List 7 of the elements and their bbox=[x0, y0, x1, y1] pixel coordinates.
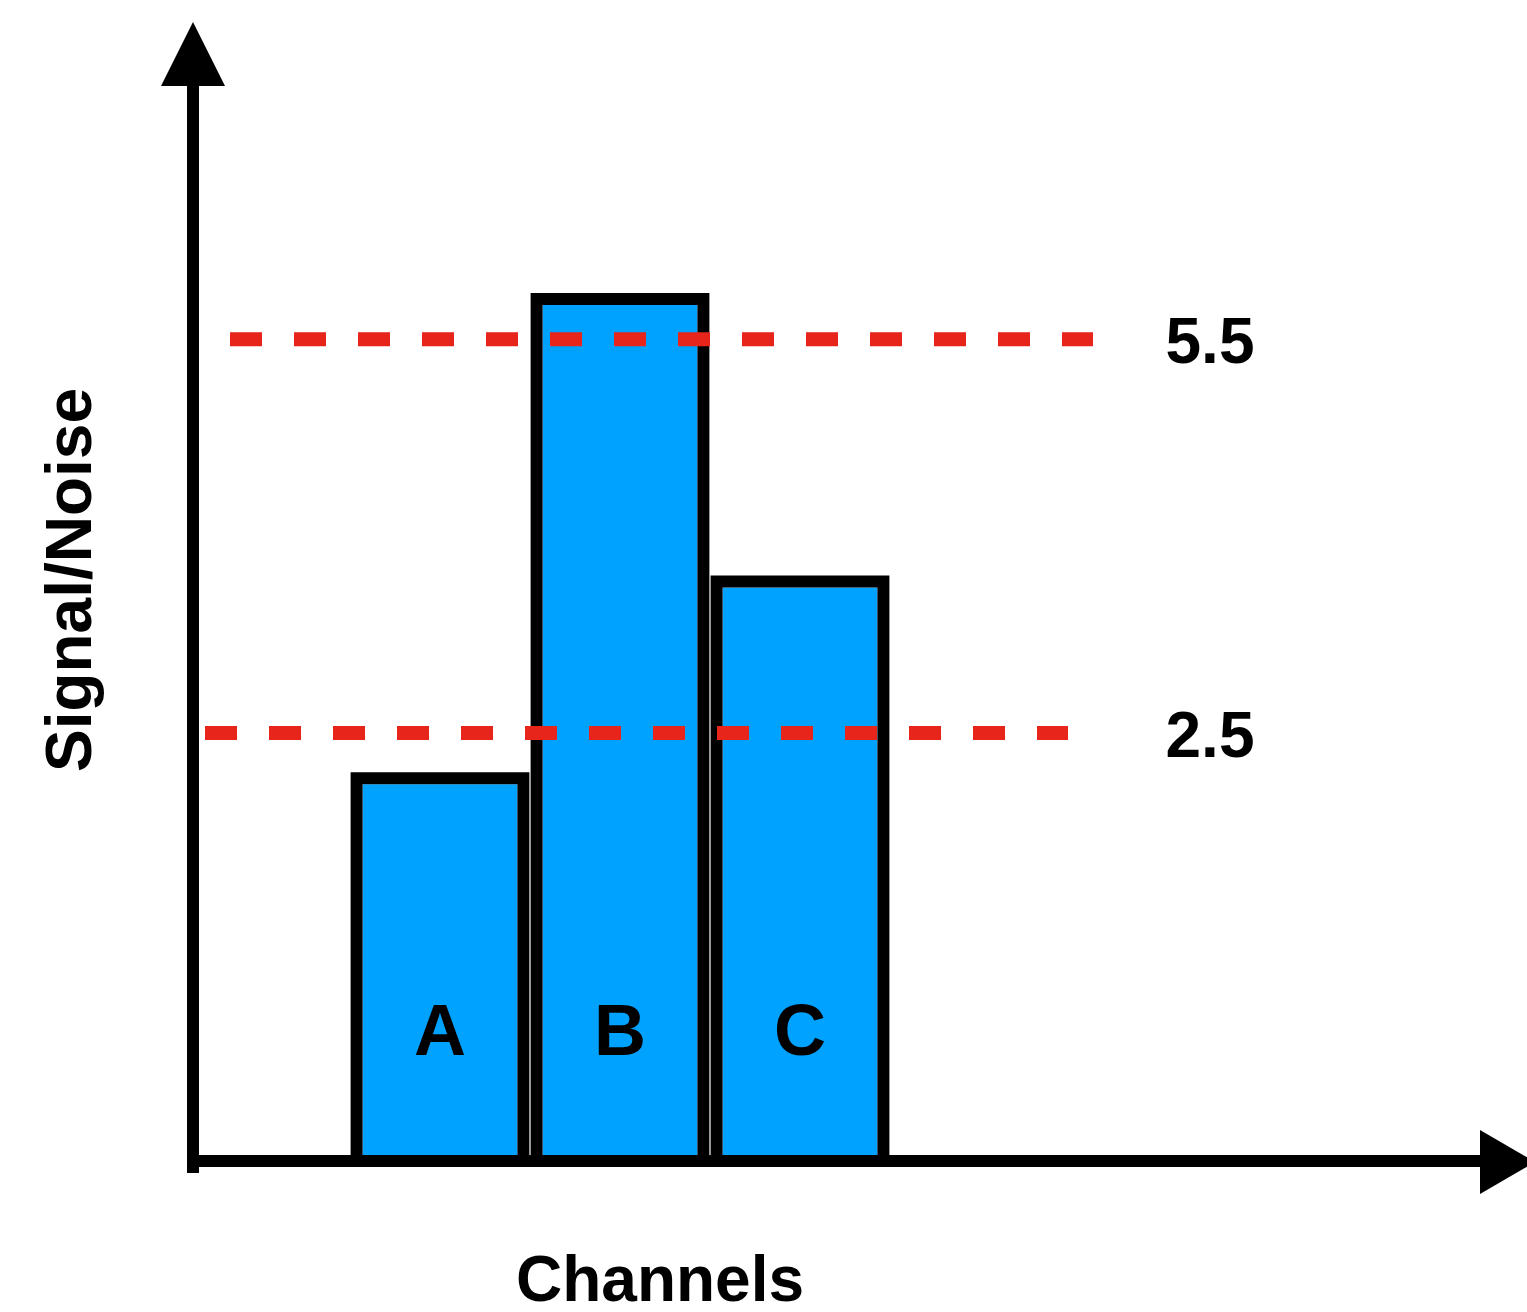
x-tick-label: B bbox=[594, 989, 646, 1070]
y-axis-title: Signal/Noise bbox=[32, 387, 105, 773]
x-tick-label: A bbox=[414, 989, 466, 1070]
text: 2.5 bbox=[1165, 698, 1255, 771]
x-axis-title: Channels bbox=[515, 1242, 805, 1312]
x-tick-label: C bbox=[774, 989, 826, 1070]
text: 5.5 bbox=[1165, 304, 1255, 377]
